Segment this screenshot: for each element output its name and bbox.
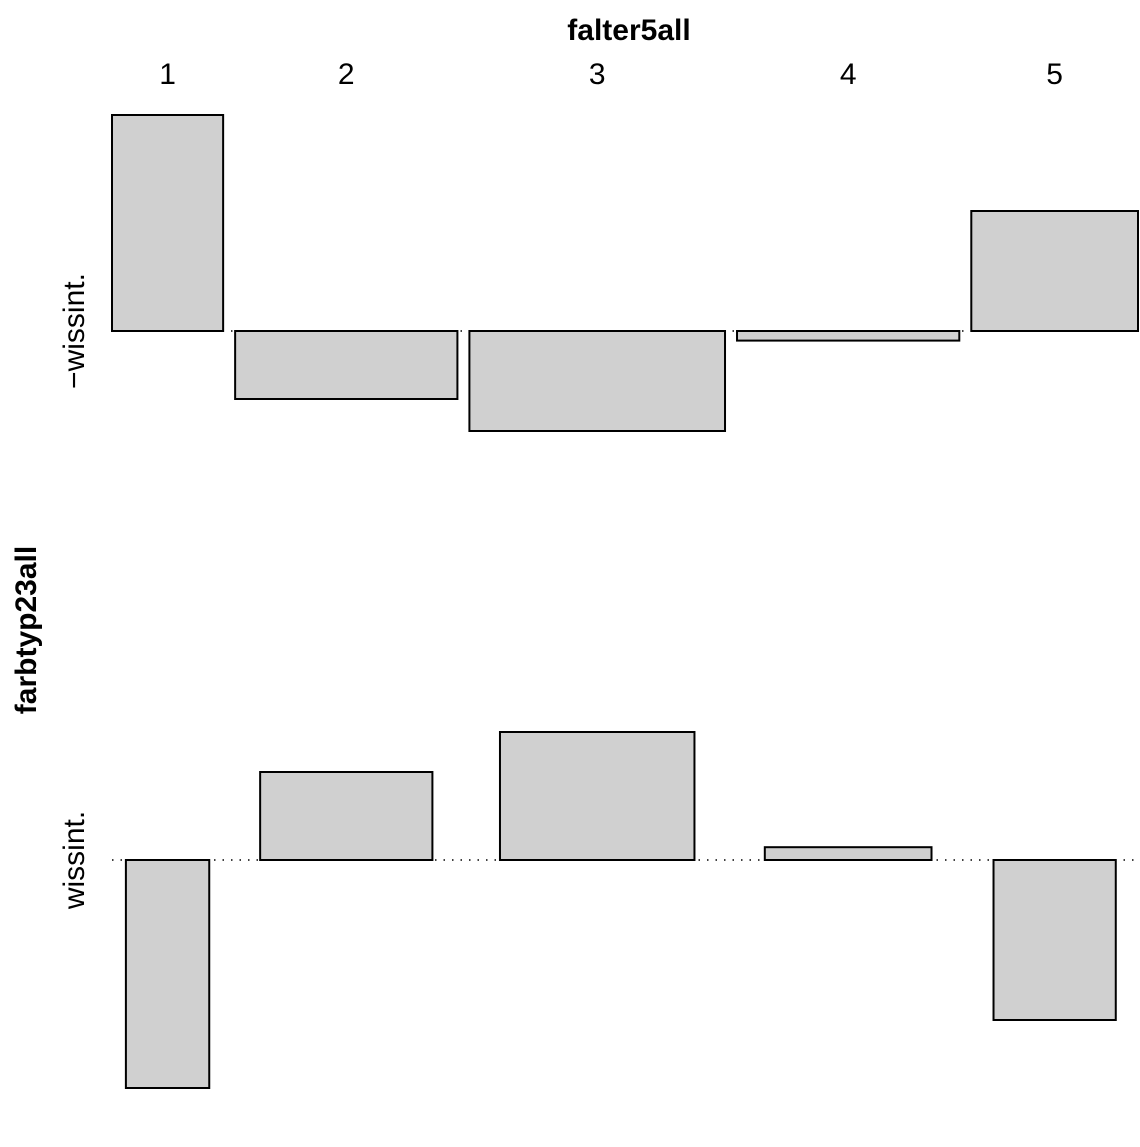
column-label-3: 3 [589, 58, 606, 91]
row-labels: −wissint. wissint. [58, 273, 91, 910]
bar-row0-col4 [736, 330, 961, 342]
bar-row0-col1 [111, 114, 225, 332]
bar-row1-col1 [124, 859, 211, 1089]
bar-row0-col5 [970, 210, 1140, 332]
bar-row0-col3 [468, 330, 727, 432]
bar-row1-col2 [259, 771, 434, 861]
row-label-1: wissint. [58, 811, 91, 910]
column-label-4: 4 [840, 58, 857, 91]
bar-row1-col3 [498, 731, 696, 861]
bar-row0-col2 [234, 330, 459, 400]
bar-row1-col5 [992, 859, 1117, 1021]
column-label-1: 1 [159, 58, 176, 91]
bar-row1-col4 [763, 846, 933, 862]
bars [111, 114, 1140, 1089]
y-axis-title: farbtyp23all [10, 546, 43, 714]
column-label-5: 5 [1046, 58, 1063, 91]
column-labels: 1 2 3 4 5 [159, 58, 1063, 91]
column-label-2: 2 [338, 58, 355, 91]
x-axis-title: falter5all [567, 14, 690, 47]
row-label-0: −wissint. [58, 273, 91, 389]
